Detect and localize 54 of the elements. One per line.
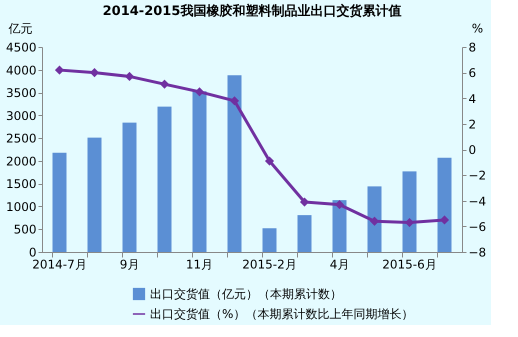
- point: [335, 200, 344, 209]
- x-tick-label: 2015-2月: [242, 258, 297, 272]
- y-tick-label: 4000: [6, 63, 36, 78]
- x-tick-label: 9月: [120, 258, 140, 272]
- y2-tick-label: −4: [468, 194, 486, 208]
- point: [55, 66, 64, 74]
- y2-tick-label: 0: [468, 143, 476, 157]
- y2-axis-title: %: [472, 22, 484, 36]
- bar: [332, 200, 346, 252]
- y2-tick-label: 4: [468, 92, 476, 106]
- y-tick-label: 500: [14, 222, 36, 237]
- y2-tick-label: −2: [468, 168, 486, 183]
- legend-label: 出口交货值（亿元）（本期累计数）: [150, 287, 342, 301]
- x-tick-label: 11月: [186, 258, 214, 272]
- bar: [402, 171, 416, 252]
- y-tick-label: 2500: [6, 132, 36, 146]
- bar: [368, 186, 382, 252]
- point: [125, 72, 134, 81]
- point: [90, 68, 99, 77]
- y-tick-label: 3000: [6, 108, 36, 123]
- x-tick-label: 4月: [330, 258, 350, 272]
- bar: [88, 138, 102, 252]
- bar: [438, 158, 452, 252]
- bar: [262, 228, 276, 252]
- point: [370, 217, 379, 226]
- point: [195, 88, 204, 96]
- x-tick-label: 2015-6月: [382, 258, 437, 272]
- bar: [192, 91, 206, 252]
- y2-tick-label: 6: [468, 66, 476, 80]
- bar: [228, 75, 242, 252]
- point: [440, 216, 449, 224]
- point: [160, 80, 169, 88]
- y-axis-title: 亿元: [8, 22, 32, 36]
- y2-tick-label: −8: [468, 246, 486, 260]
- y-tick-label: 2000: [6, 154, 36, 168]
- legend-label: 出口交货值（%）（本期累计数比上年同期增长）: [150, 307, 414, 321]
- y-tick-label: 1500: [6, 177, 36, 192]
- y-tick-label: 4500: [6, 40, 36, 54]
- point: [300, 198, 309, 206]
- y2-tick-label: −6: [468, 220, 486, 234]
- y-tick-label: 1000: [6, 200, 36, 214]
- bar: [158, 106, 172, 252]
- y2-tick-label: 8: [468, 40, 476, 54]
- point: [405, 218, 414, 227]
- x-tick-label: 2014-7月: [32, 258, 87, 272]
- point: [265, 156, 274, 166]
- bar: [298, 215, 312, 252]
- y2-tick-label: 2: [468, 117, 476, 132]
- bar: [122, 122, 136, 252]
- point: [230, 96, 239, 105]
- y-tick-label: 3500: [6, 86, 36, 100]
- chart-title: 2014-2015我国橡胶和塑料制品业出口交货累计值: [102, 3, 402, 19]
- bar: [52, 152, 66, 252]
- y-tick-label: 0: [28, 246, 36, 260]
